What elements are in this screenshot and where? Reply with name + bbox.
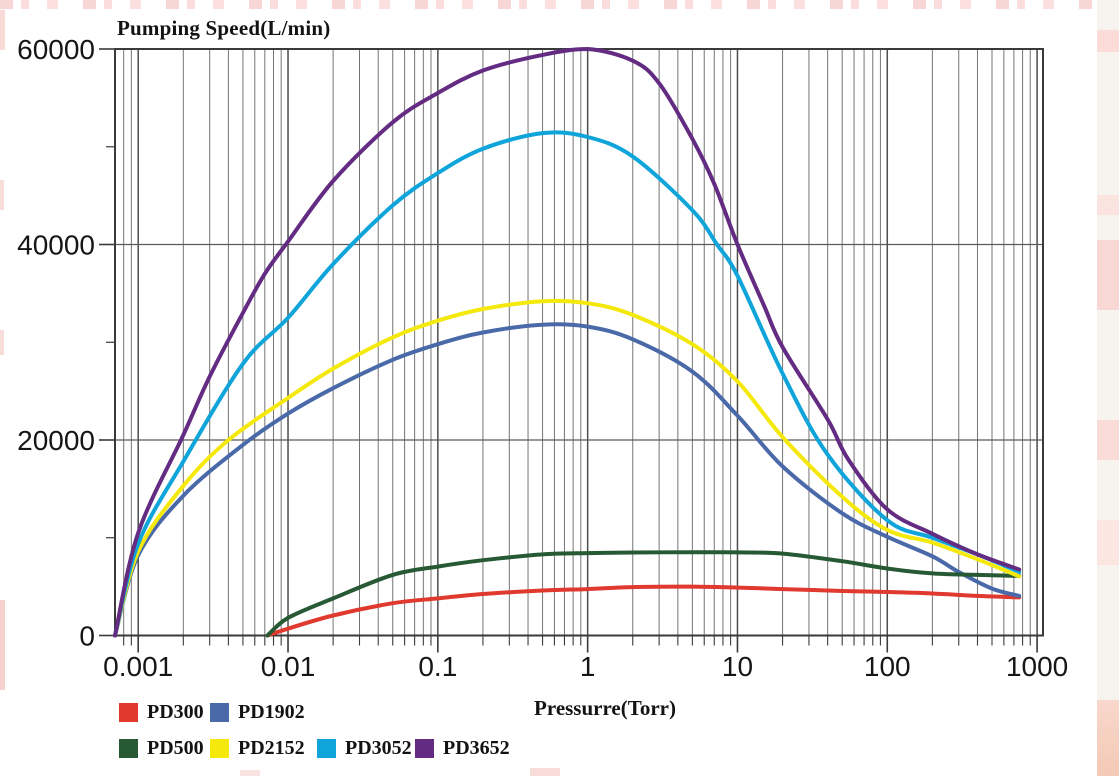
y-tick-label: 20000 [17,425,95,456]
curve-PD2152 [113,298,1022,638]
scan-artifact [1097,240,1119,310]
curve-PD3052 [113,130,1022,638]
scan-artifact [1097,0,1119,776]
scan-artifact [1097,420,1119,460]
scan-artifact [240,770,260,776]
x-tick-label: 1000 [1006,651,1068,682]
scan-artifact [1097,195,1119,215]
scan-artifact [0,330,4,355]
curve-PD500 [265,550,1022,638]
y-axis-title: Pumping Speed(L/min) [117,16,331,40]
scan-artifact [0,600,5,690]
x-tick-label: 1 [580,651,596,682]
scan-artifact [1097,700,1119,776]
scan-artifact [1097,520,1119,565]
scan-artifact [0,180,4,210]
y-tick-label: 60000 [17,34,95,65]
curve-PD3652 [113,47,1022,638]
x-tick-label: 0.001 [103,651,173,682]
x-axis-title: Pressurre(Torr) [534,696,676,720]
y-tick-label: 0 [79,621,95,652]
curve-PD1902 [113,322,1022,638]
x-tick-label: 0.1 [418,651,457,682]
curve-PD300 [265,584,1022,638]
scan-artifact [0,0,1119,9]
x-tick-label: 0.01 [261,651,316,682]
scan-artifact [530,768,560,776]
x-tick-label: 10 [722,651,753,682]
y-tick-label: 40000 [17,230,95,261]
x-tick-label: 100 [864,651,911,682]
scan-artifact [1097,30,1119,52]
scan-artifact [0,10,5,50]
